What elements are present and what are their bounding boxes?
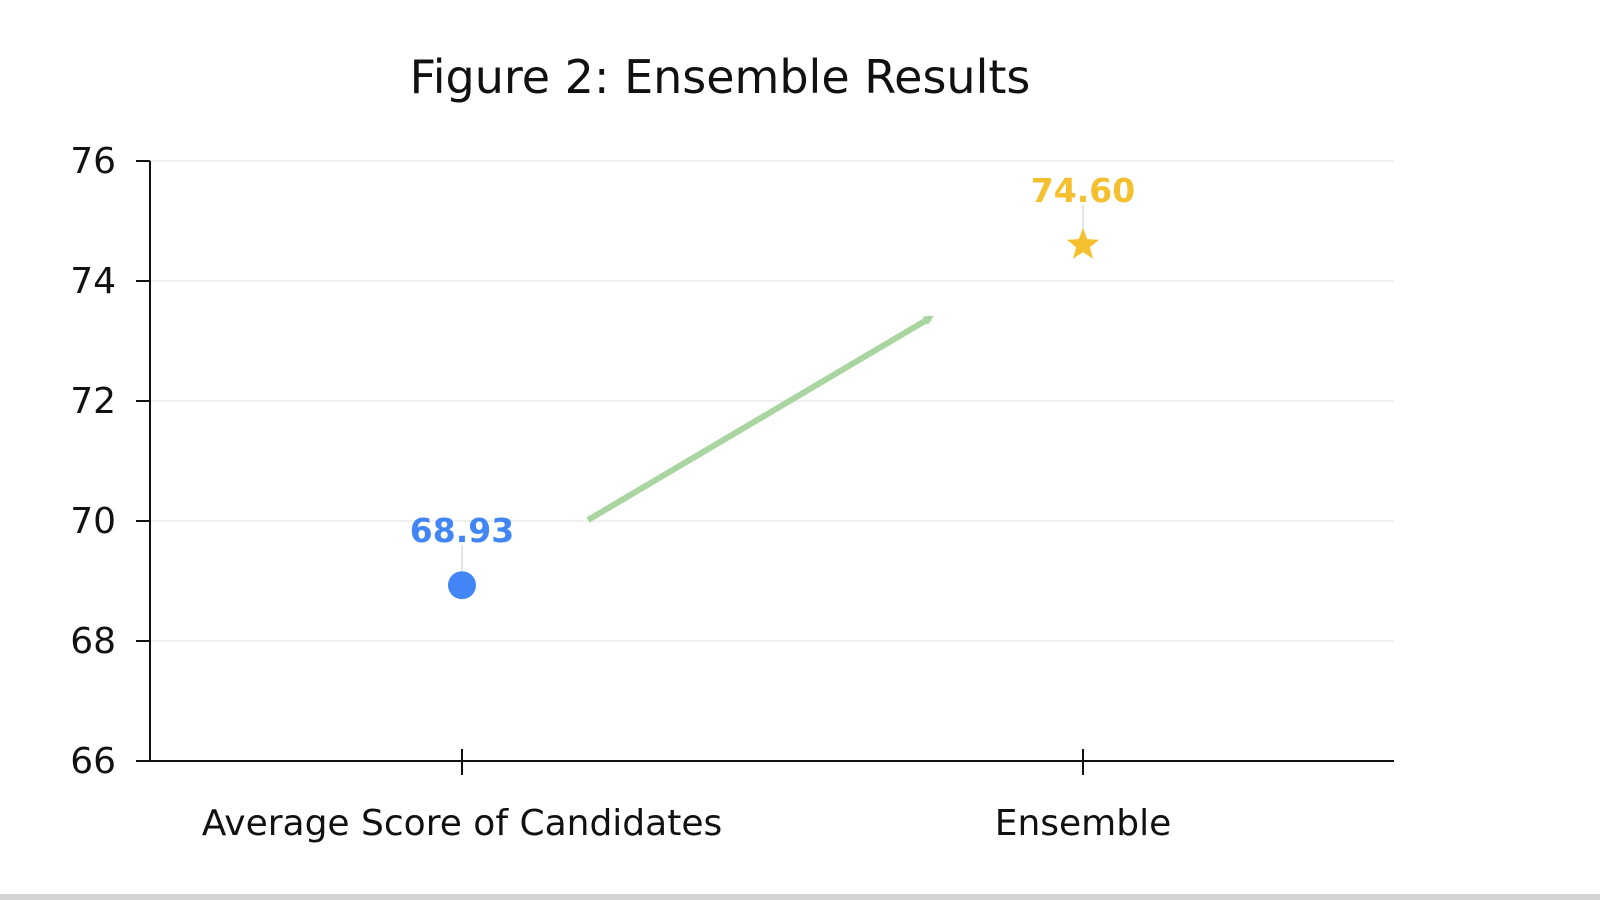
y-tick-label-66: 66 bbox=[70, 741, 116, 782]
x-category-label-0: Average Score of Candidates bbox=[202, 803, 723, 844]
chart-title: Figure 2: Ensemble Results bbox=[410, 50, 1031, 104]
data-points: 68.93 74.60 bbox=[410, 171, 1135, 600]
y-tick-label-70: 70 bbox=[70, 501, 116, 542]
x-axis-ticks: Average Score of Candidates Ensemble bbox=[202, 749, 1172, 844]
bottom-border bbox=[0, 894, 1600, 900]
y-tick-label-68: 68 bbox=[70, 621, 116, 662]
y-tick-label-72: 72 bbox=[70, 381, 116, 422]
improvement-annotation bbox=[586, 315, 934, 523]
data-label-0: 68.93 bbox=[410, 511, 514, 550]
y-tick-label-76: 76 bbox=[70, 141, 116, 182]
data-point-circle bbox=[448, 571, 476, 600]
x-category-label-1: Ensemble bbox=[995, 803, 1172, 844]
data-label-1: 74.60 bbox=[1031, 171, 1135, 210]
grid-lines bbox=[150, 160, 1394, 642]
axes bbox=[149, 161, 1394, 762]
improvement-arrow bbox=[586, 315, 934, 523]
y-axis-ticks: 66 68 70 72 74 76 bbox=[70, 141, 150, 782]
data-point-star bbox=[1066, 228, 1100, 259]
y-tick-label-74: 74 bbox=[70, 261, 116, 302]
